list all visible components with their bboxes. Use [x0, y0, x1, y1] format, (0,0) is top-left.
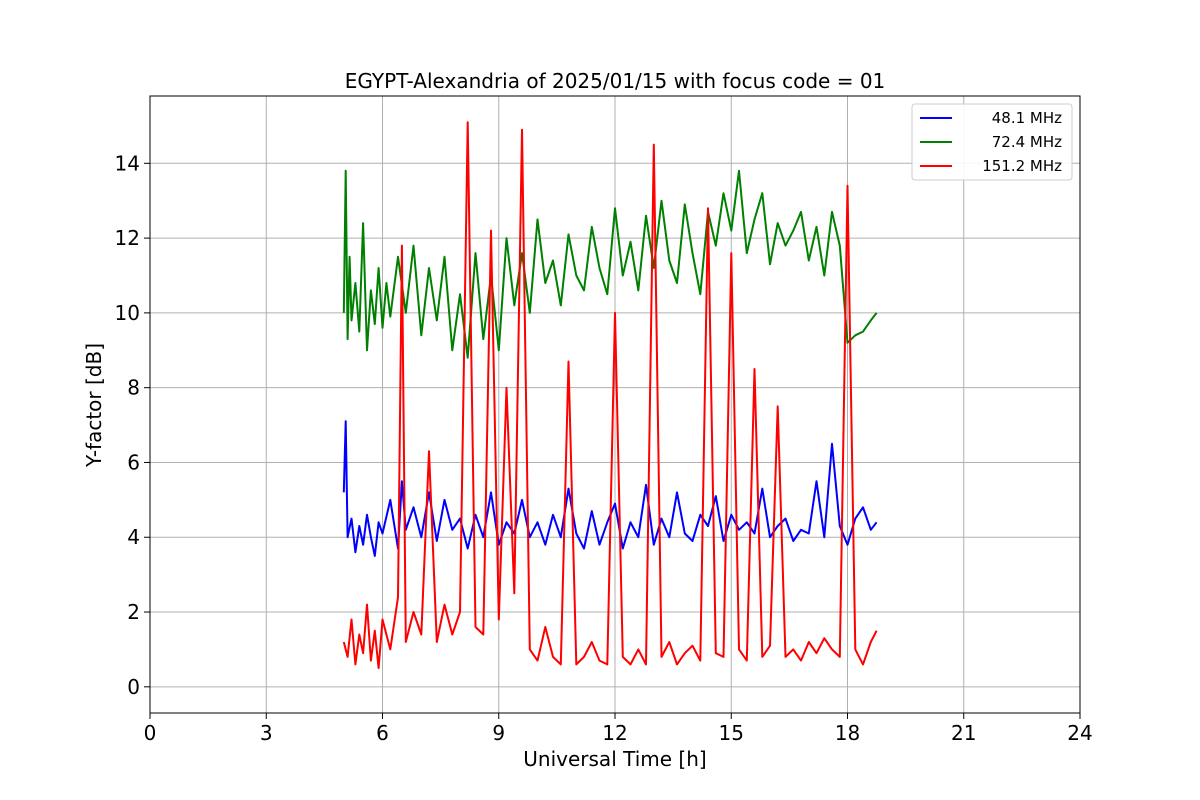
y-axis-label: Y-factor [dB]	[82, 343, 106, 468]
y-tick-label: 8	[127, 376, 140, 400]
y-tick-label: 0	[127, 675, 140, 699]
series-line-2	[342, 121, 878, 670]
series-line-1	[342, 169, 878, 359]
legend-box	[911, 103, 1073, 181]
x-tick-label: 21	[951, 721, 976, 745]
series-line-0	[342, 420, 878, 557]
legend-label-2: 151.2 MHz	[982, 157, 1062, 175]
x-tick-label: 18	[835, 721, 860, 745]
x-tick-label: 6	[376, 721, 389, 745]
y-tick-label: 12	[115, 226, 140, 250]
legend: 48.1 MHz 72.4 MHz 151.2 MHz	[911, 103, 1073, 181]
x-axis-label: Universal Time [h]	[523, 747, 706, 771]
x-tick-label: 12	[602, 721, 627, 745]
legend-label-0: 48.1 MHz	[992, 109, 1062, 127]
y-tick-label: 14	[115, 151, 140, 175]
y-tick-label: 4	[127, 525, 140, 549]
legend-label-1: 72.4 MHz	[992, 133, 1062, 151]
series-layer	[342, 121, 878, 670]
y-tick-label: 6	[127, 450, 140, 474]
x-tick-label: 3	[260, 721, 273, 745]
x-tick-label: 0	[144, 721, 157, 745]
x-tick-label: 15	[719, 721, 744, 745]
x-tick-label: 24	[1067, 721, 1092, 745]
chart-title: EGYPT-Alexandria of 2025/01/15 with focu…	[345, 69, 886, 93]
y-tick-label: 10	[115, 301, 140, 325]
y-tick-label: 2	[127, 600, 140, 624]
x-tick-label: 9	[492, 721, 505, 745]
grid	[149, 96, 1081, 713]
